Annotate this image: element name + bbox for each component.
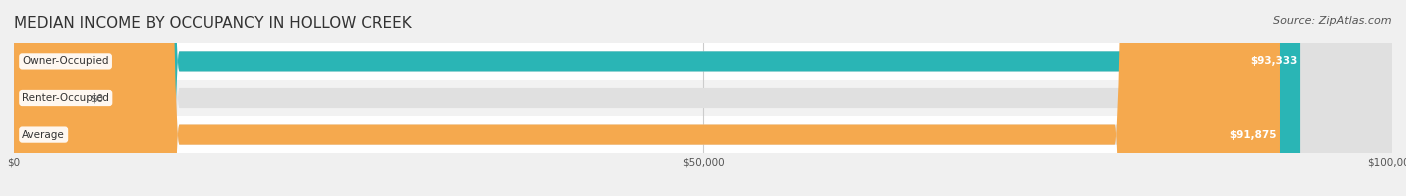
Text: Renter-Occupied: Renter-Occupied (22, 93, 110, 103)
FancyBboxPatch shape (14, 0, 1392, 196)
Text: Owner-Occupied: Owner-Occupied (22, 56, 108, 66)
Text: $91,875: $91,875 (1230, 130, 1277, 140)
Text: $0: $0 (90, 93, 103, 103)
Bar (14, 80, 1392, 116)
Bar (14, 43, 1392, 80)
Text: Source: ZipAtlas.com: Source: ZipAtlas.com (1274, 16, 1392, 26)
Text: MEDIAN INCOME BY OCCUPANCY IN HOLLOW CREEK: MEDIAN INCOME BY OCCUPANCY IN HOLLOW CRE… (14, 16, 412, 31)
Bar (14, 116, 1392, 153)
FancyBboxPatch shape (14, 0, 1279, 196)
FancyBboxPatch shape (14, 0, 69, 196)
FancyBboxPatch shape (14, 0, 1392, 196)
Text: $93,333: $93,333 (1250, 56, 1298, 66)
FancyBboxPatch shape (14, 0, 1301, 196)
FancyBboxPatch shape (14, 0, 1392, 196)
Text: Average: Average (22, 130, 65, 140)
